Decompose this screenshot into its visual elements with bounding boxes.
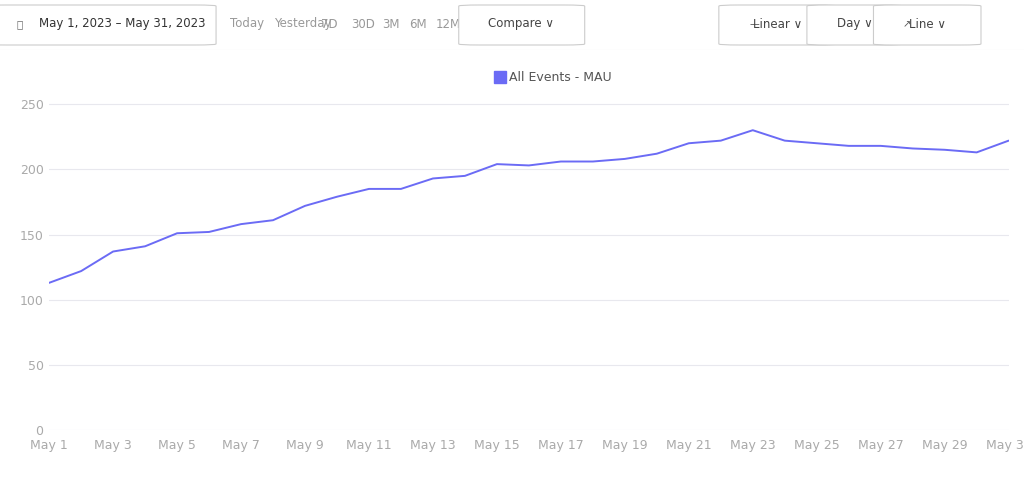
Text: 6M: 6M <box>410 18 427 31</box>
Text: 3M: 3M <box>382 18 399 31</box>
Text: —: — <box>750 19 760 29</box>
Text: 30D: 30D <box>351 18 375 31</box>
Text: 12M: 12M <box>435 18 461 31</box>
Text: Day ∨: Day ∨ <box>838 18 872 31</box>
Text: May 1, 2023 – May 31, 2023: May 1, 2023 – May 31, 2023 <box>39 18 206 31</box>
Text: ↗: ↗ <box>902 19 910 29</box>
Text: All Events - MAU: All Events - MAU <box>509 71 611 84</box>
Text: 📅: 📅 <box>16 19 23 29</box>
Text: 7D: 7D <box>321 18 337 31</box>
FancyBboxPatch shape <box>459 5 585 45</box>
Text: Linear ∨: Linear ∨ <box>753 18 803 31</box>
FancyBboxPatch shape <box>719 5 837 45</box>
Text: Compare ∨: Compare ∨ <box>488 18 554 31</box>
FancyBboxPatch shape <box>807 5 903 45</box>
FancyBboxPatch shape <box>873 5 981 45</box>
Text: Today: Today <box>230 18 264 31</box>
Text: Line ∨: Line ∨ <box>908 18 946 31</box>
Text: Yesterday: Yesterday <box>274 18 332 31</box>
FancyBboxPatch shape <box>0 5 216 45</box>
